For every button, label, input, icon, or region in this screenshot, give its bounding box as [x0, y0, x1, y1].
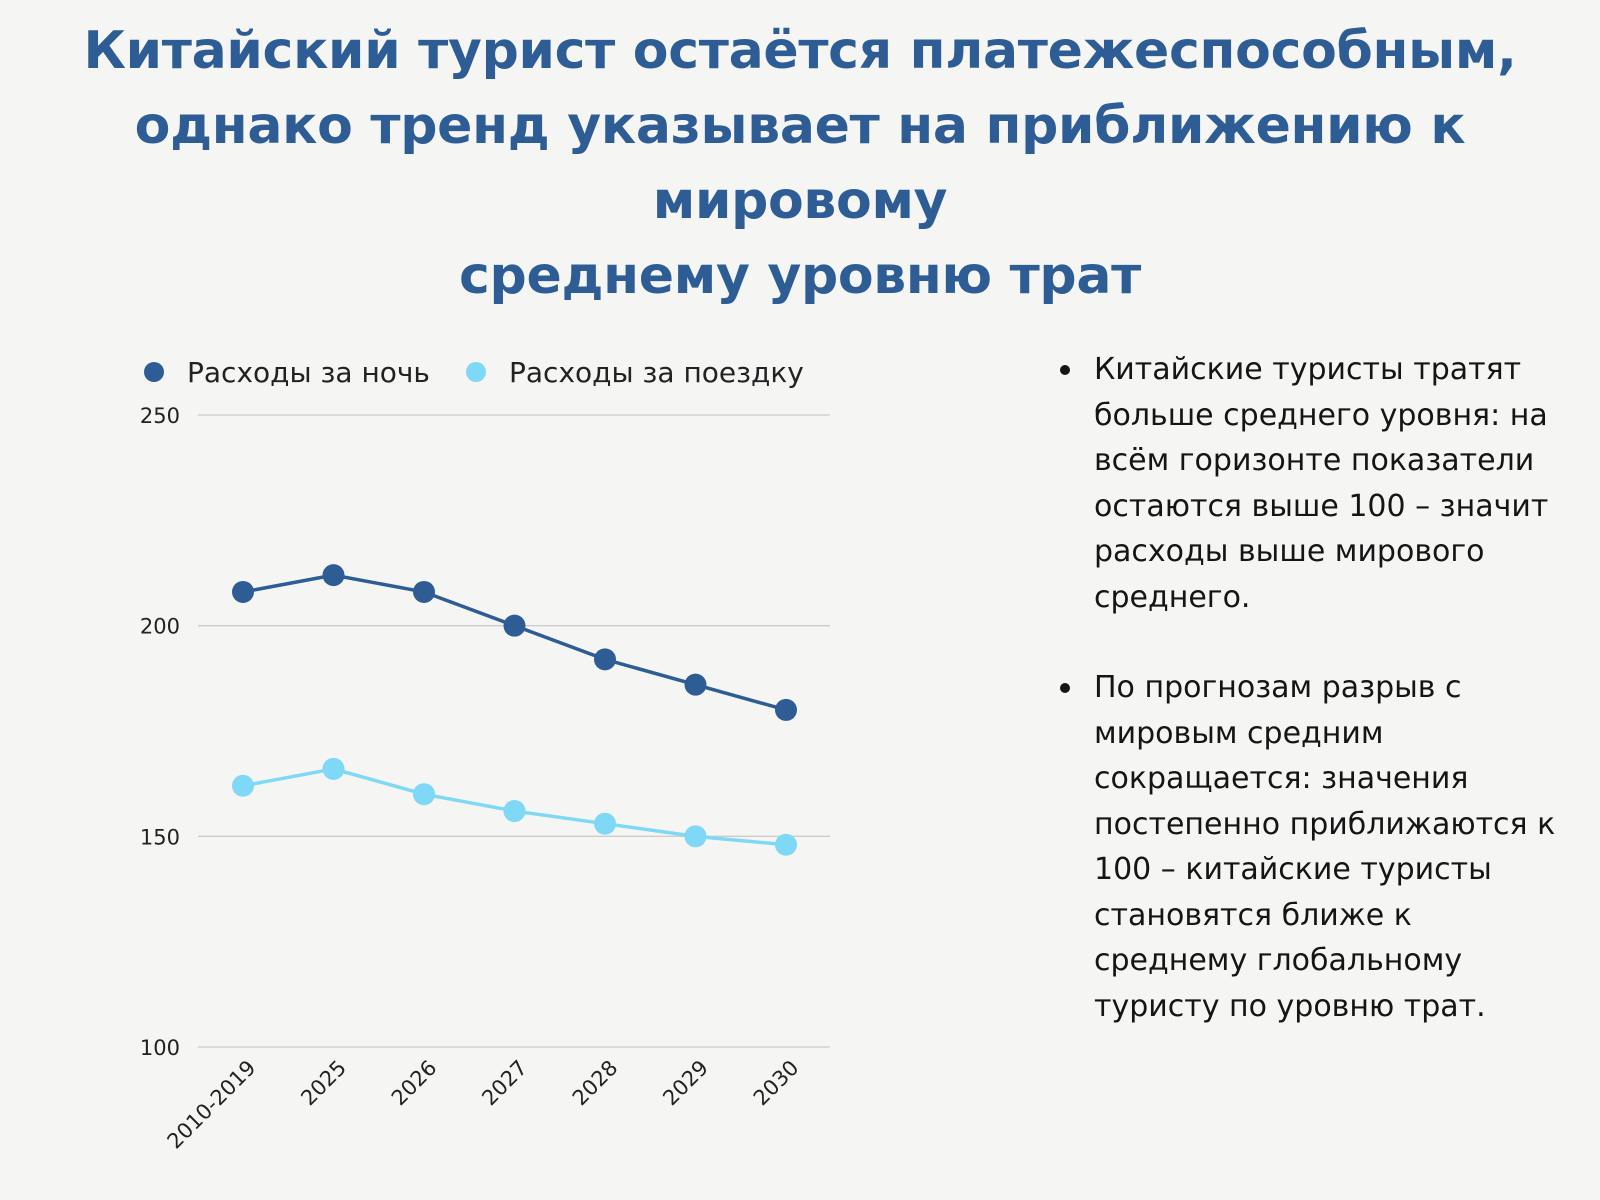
x-tick-label: 2028	[568, 1056, 623, 1111]
data-point	[594, 648, 616, 671]
data-point	[594, 812, 616, 835]
x-tick-label: 2030	[749, 1056, 804, 1111]
bullet-item-2: По прогнозам разрыв с мировым средним со…	[1052, 665, 1572, 1029]
data-point	[775, 833, 797, 856]
legend-label-1: Расходы за ночь	[187, 356, 430, 389]
data-point	[413, 783, 435, 806]
data-point	[232, 774, 254, 797]
bullet-item-1: Китайские туристы тратят больше среднего…	[1052, 347, 1572, 620]
y-tick-label: 200	[140, 615, 180, 639]
data-point	[322, 564, 345, 587]
title-line-1: Китайский турист остаётся платежеспособн…	[83, 21, 1517, 81]
x-tick-label: 2025	[296, 1056, 351, 1111]
y-tick-label: 150	[140, 825, 180, 849]
data-point	[232, 580, 254, 603]
data-point	[684, 673, 707, 696]
x-tick-label: 2027	[477, 1056, 532, 1111]
x-tick-label: 2029	[658, 1056, 713, 1111]
data-point	[413, 580, 435, 603]
y-tick-label: 250	[140, 404, 180, 428]
legend-label-2: Расходы за поездку	[509, 356, 804, 389]
data-point	[322, 757, 345, 780]
page-title: Китайский турист остаётся платежеспособн…	[0, 14, 1600, 314]
bullet-list: Китайские туристы тратят больше среднего…	[1052, 347, 1572, 1074]
x-tick-label: 2010-2019	[163, 1056, 261, 1154]
legend-marker-2	[466, 362, 486, 382]
data-point	[503, 614, 526, 637]
line-chart: 100 150 200 250 2010-2019 2025 2026 2027 2028 202…	[0, 330, 900, 1200]
legend-marker-1	[144, 362, 164, 382]
y-tick-label: 100	[140, 1036, 180, 1060]
data-point	[684, 825, 707, 848]
title-line-2: однако тренд указывает на приближению к …	[134, 96, 1466, 231]
data-point	[775, 698, 797, 721]
x-tick-label: 2026	[387, 1056, 442, 1111]
data-point	[503, 800, 526, 823]
title-line-3: среднему уровню трат	[459, 246, 1141, 306]
line-chart-svg: 100 150 200 250 2010-2019 2025 2026 2027 2028 202…	[140, 356, 830, 1154]
